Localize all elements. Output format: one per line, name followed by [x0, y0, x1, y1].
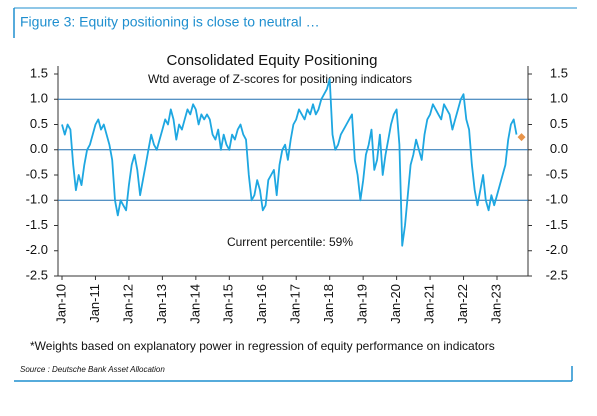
- figure-title: Figure 3: Equity positioning is close to…: [20, 14, 320, 30]
- x-tick-label: Jan-16: [254, 284, 269, 324]
- x-tick-label: Jan-13: [154, 284, 169, 324]
- series-line: [61, 78, 518, 247]
- y-tick-label: 0.5: [30, 116, 48, 131]
- x-tick-label: Jan-22: [455, 284, 470, 324]
- footnote: *Weights based on explanatory power in r…: [30, 339, 495, 353]
- x-tick-label: Jan-10: [53, 284, 68, 324]
- x-tick-label: Jan-11: [87, 284, 102, 323]
- x-tick-label: Jan-21: [422, 284, 437, 324]
- x-tick-label: Jan-17: [288, 284, 303, 324]
- y-tick-label: -2.0: [546, 242, 568, 257]
- y-tick-label: 1.5: [30, 65, 48, 80]
- x-tick-label: Jan-23: [488, 284, 503, 324]
- x-tick-label: Jan-18: [321, 284, 336, 324]
- y-tick-label: 0.0: [30, 141, 48, 156]
- y-tick-label: 1.0: [550, 91, 568, 106]
- x-tick-label: Jan-12: [120, 284, 135, 324]
- x-tick-label: Jan-15: [221, 284, 236, 324]
- current-marker: [517, 133, 526, 142]
- x-tick-label: Jan-20: [388, 284, 403, 324]
- source: Source : Deutsche Bank Asset Allocation: [20, 365, 165, 374]
- y-tick-label: -1.5: [546, 217, 568, 232]
- y-tick-label: -1.5: [26, 217, 48, 232]
- y-tick-label: -0.5: [26, 166, 48, 181]
- y-tick-label: -2.0: [26, 242, 48, 257]
- chart-subtitle: Wtd average of Z-scores for positioning …: [148, 72, 412, 86]
- y-tick-label: 1.0: [30, 91, 48, 106]
- y-tick-label: -2.5: [26, 267, 48, 282]
- x-tick-label: Jan-14: [187, 284, 202, 324]
- x-tick-label: Jan-19: [355, 284, 370, 324]
- y-tick-label: 0.0: [550, 141, 568, 156]
- y-tick-label: 1.5: [550, 65, 568, 80]
- annotation: Current percentile: 59%: [227, 235, 353, 249]
- y-tick-label: -2.5: [546, 267, 568, 282]
- y-tick-label: -1.0: [546, 192, 568, 207]
- y-tick-label: -0.5: [546, 166, 568, 181]
- y-tick-label: 0.5: [550, 116, 568, 131]
- chart-title: Consolidated Equity Positioning: [167, 52, 378, 69]
- y-tick-label: -1.0: [26, 192, 48, 207]
